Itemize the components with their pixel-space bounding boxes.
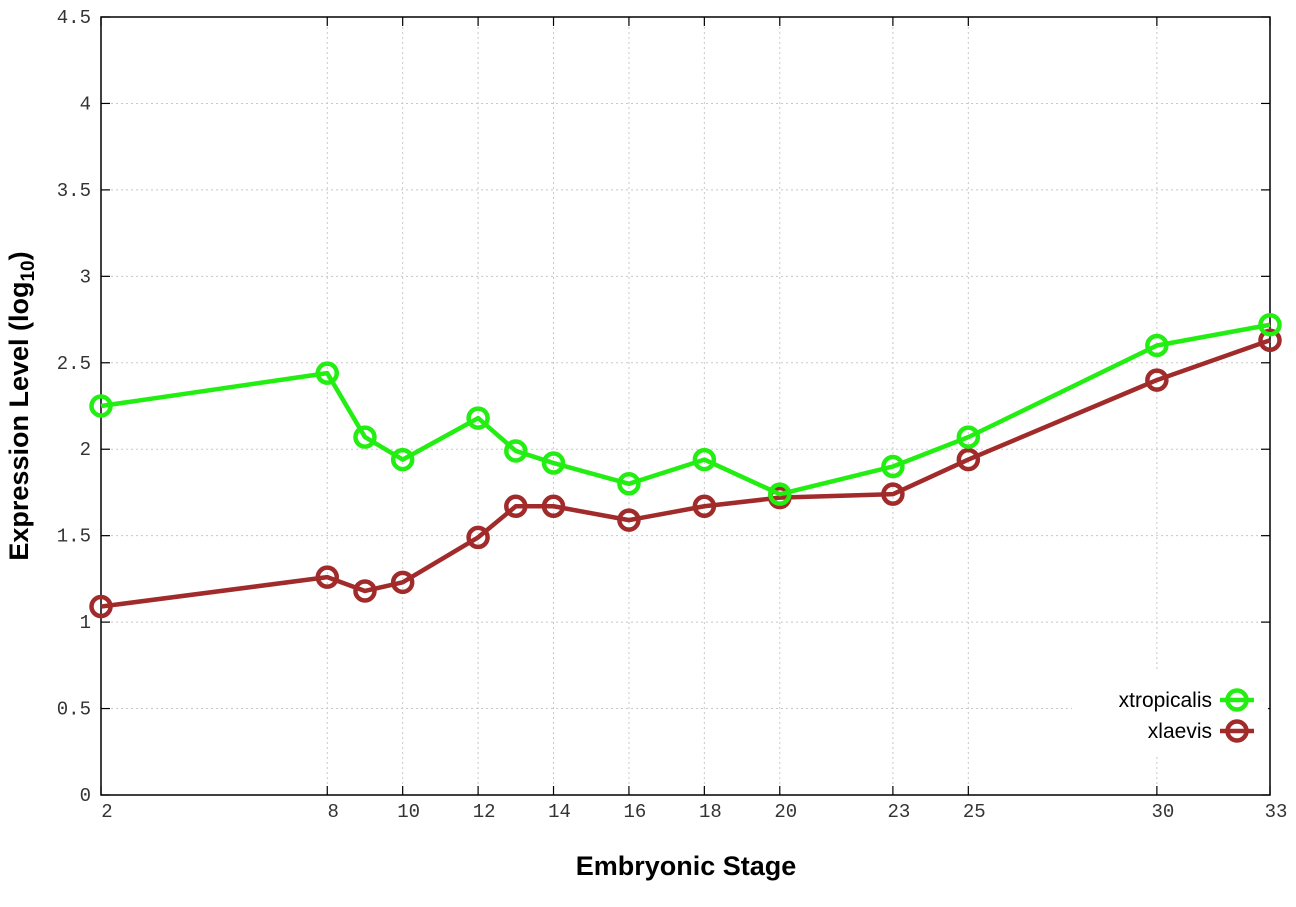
data-point-xtropicalis (315, 361, 340, 385)
data-point-xtropicalis (617, 472, 641, 496)
data-point-xlaevis (692, 494, 717, 519)
x-tick-label: 20 (774, 801, 797, 823)
legend-background (1072, 672, 1268, 756)
y-tick-label: 3.5 (57, 180, 91, 202)
x-tick-label: 14 (548, 801, 571, 823)
x-tick-label: 23 (887, 801, 910, 823)
data-point-xtropicalis (692, 447, 717, 472)
data-point-xtropicalis (541, 451, 566, 475)
data-point-xlaevis (617, 508, 641, 532)
series-line-xlaevis (100, 338, 1271, 609)
legend: xtropicalis xlaevis (1072, 672, 1268, 756)
data-point-xlaevis (315, 565, 340, 589)
y-tick-label: 0 (80, 785, 91, 807)
data-point-xlaevis (466, 525, 490, 550)
y-tick-label: 1.5 (57, 526, 91, 548)
x-tick-label: 25 (963, 801, 986, 823)
data-point-xtropicalis (390, 447, 415, 472)
series-line-xtropicalis (100, 322, 1271, 497)
data-point-xtropicalis (956, 425, 981, 449)
y-tick-label: 2.5 (57, 353, 91, 375)
y-tick-label: 1 (80, 612, 91, 634)
y-axis-title: Expression Level (log10) (4, 251, 39, 560)
data-point-xlaevis (1145, 368, 1169, 392)
legend-label: xlaevis (1148, 720, 1212, 743)
tick-labels: 0 0.5 1 1.5 2 2.5 3 3.5 4 4.5 2 8 10 12 14 16 18 20 23 25 30… (57, 7, 1288, 823)
data-point-xlaevis (390, 570, 415, 595)
legend-marker (1225, 719, 1249, 743)
data-point-xlaevis (1258, 328, 1282, 353)
data-point-xtropicalis (1145, 333, 1169, 358)
y-tick-label: 4.5 (57, 7, 91, 29)
data-point-xlaevis (353, 579, 377, 603)
x-tick-label: 16 (624, 801, 647, 823)
data-point-xlaevis (504, 494, 528, 519)
x-tick-label: 33 (1265, 801, 1288, 823)
data-point-xtropicalis (881, 454, 905, 479)
data-point-xtropicalis (504, 439, 528, 463)
data-point-xlaevis (541, 494, 566, 519)
x-tick-label: 2 (101, 801, 112, 823)
data-point-xtropicalis (768, 482, 792, 506)
data-point-xtropicalis (466, 406, 490, 430)
y-tick-label: 2 (80, 439, 91, 461)
x-axis-title: Embryonic Stage (576, 851, 797, 881)
data-point-xlaevis (956, 447, 981, 472)
x-tick-label: 10 (397, 801, 420, 823)
data-point-xtropicalis (89, 394, 113, 418)
y-tick-label: 0.5 (57, 699, 91, 721)
data-point-xtropicalis (353, 425, 377, 449)
axis-ticks (100, 16, 1271, 796)
legend-label: xtropicalis (1119, 689, 1212, 712)
x-tick-label: 18 (699, 801, 722, 823)
x-tick-label: 30 (1151, 801, 1174, 823)
x-tick-label: 12 (473, 801, 496, 823)
data-point-xtropicalis (1258, 312, 1282, 337)
y-tick-label: 3 (80, 266, 91, 288)
series-layer (89, 312, 1282, 619)
x-tick-label: 8 (328, 801, 339, 823)
y-tick-label: 4 (80, 93, 91, 115)
data-point-xlaevis (89, 594, 113, 619)
legend-marker (1225, 688, 1249, 712)
data-point-xlaevis (881, 482, 905, 506)
